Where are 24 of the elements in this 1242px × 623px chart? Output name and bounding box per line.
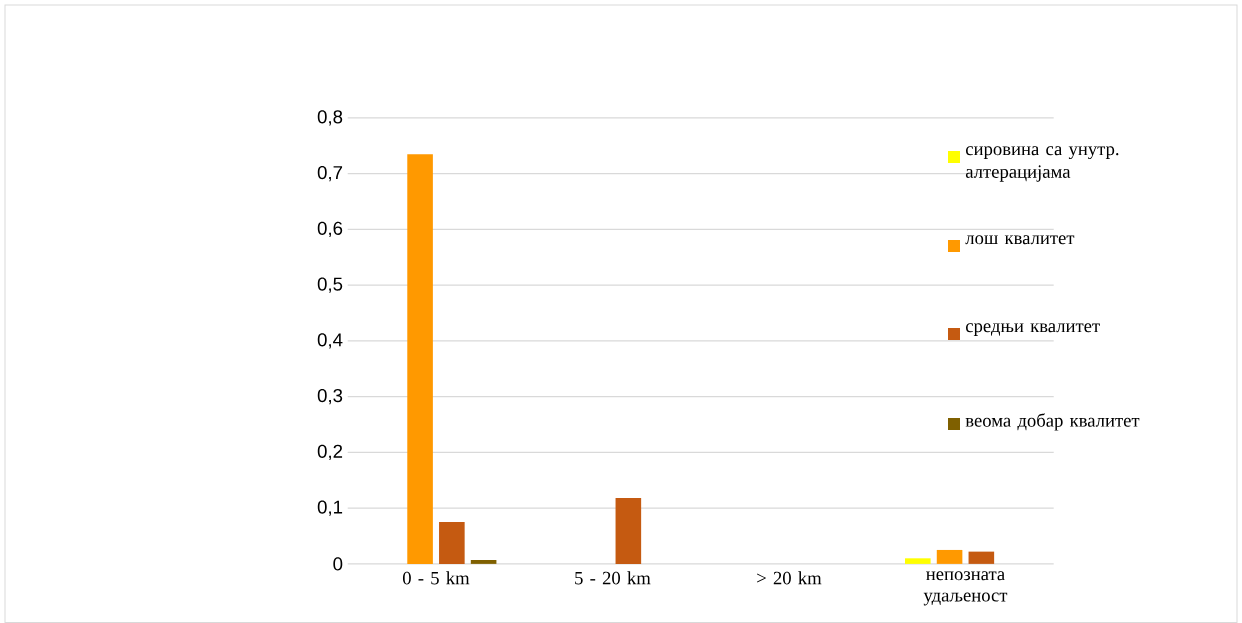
bar [615, 498, 642, 564]
y-tick-label: 0,8 [317, 110, 343, 126]
y-tick-label: 0,6 [317, 221, 343, 238]
bar [470, 559, 497, 564]
y-tick-label: 0,4 [317, 333, 343, 349]
bar [439, 522, 465, 564]
y-tick-label: 0 [333, 557, 343, 571]
bar [905, 558, 931, 564]
x-tick-label: > 20 km [757, 571, 822, 585]
bar [968, 551, 995, 564]
bar [407, 154, 433, 564]
x-tick-label: 0 - 5 km [402, 571, 470, 585]
x-tick-label: 5 - 20 km [575, 571, 651, 585]
bar [936, 549, 963, 564]
y-tick-label: 0,5 [317, 277, 343, 293]
y-tick-label: 0,7 [317, 165, 343, 182]
y-tick-label: 0,2 [317, 444, 343, 461]
legend-label: сировина са унутр. алтерацијама [965, 146, 1119, 182]
y-tick-label: 0,3 [317, 388, 343, 405]
legend-label: средњи квалитет [965, 323, 1100, 337]
x-tick-label: непозната удаљеност [923, 571, 1008, 606]
y-tick-label: 0,1 [317, 500, 343, 516]
legend-label: лош квалитет [965, 235, 1075, 245]
legend-label: веома добар квалитет [965, 413, 1140, 431]
